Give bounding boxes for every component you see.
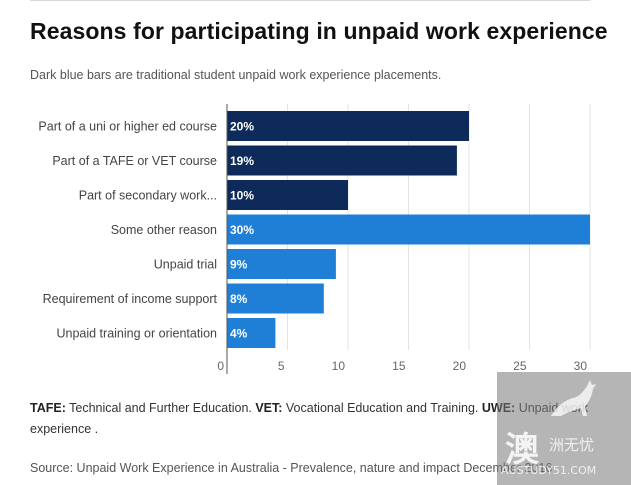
bar-value-label: 10%	[230, 189, 254, 203]
x-tick-label: 10	[332, 359, 346, 373]
vet-definition: Vocational Education and Training.	[282, 401, 482, 415]
watermark-text: 洲无忧	[549, 436, 595, 454]
bar-chart: 20% 19% 10% 30% 9% 8% 4% Part of a uni or high…	[38, 104, 591, 374]
watermark-url: AUSTUDY51.COM	[501, 464, 597, 477]
category-labels: Part of a uni or higher ed course Part of…	[38, 120, 217, 341]
chart-subtitle: Dark blue bars are traditional student u…	[30, 68, 442, 82]
bar	[227, 283, 324, 314]
chart-title: Reasons for participating in unpaid work…	[30, 18, 608, 44]
bar	[227, 145, 457, 176]
bar	[227, 111, 469, 141]
tafe-definition: Technical and Further Education.	[65, 401, 256, 415]
bars: 20% 19% 10% 30% 9% 8% 4%	[227, 111, 590, 348]
category-label: Requirement of income support	[43, 292, 218, 306]
bar-value-label: 30%	[230, 223, 254, 237]
bar-value-label: 9%	[230, 258, 248, 272]
x-axis: 0 5 10 15 20 25 30	[217, 104, 587, 374]
vet-abbr: VET:	[255, 401, 283, 415]
x-tick-label: 30	[574, 359, 588, 373]
bar-value-label: 19%	[230, 154, 254, 168]
bar-value-label: 8%	[230, 292, 248, 306]
category-label: Unpaid training or orientation	[56, 327, 217, 341]
bar	[227, 249, 336, 279]
x-tick-label: 15	[392, 359, 406, 373]
top-divider	[30, 0, 590, 1]
bar-value-label: 20%	[230, 120, 254, 134]
x-tick-label: 0	[217, 359, 224, 373]
watermark-glyph: 澳	[505, 430, 539, 470]
category-label: Part of a uni or higher ed course	[38, 120, 217, 134]
kangaroo-logo	[551, 380, 596, 416]
tafe-abbr: TAFE:	[30, 401, 66, 415]
x-tick-label: 5	[278, 359, 285, 373]
category-label: Unpaid trial	[154, 258, 217, 272]
bar	[227, 318, 276, 348]
source-note: Source: Unpaid Work Experience in Austra…	[30, 461, 553, 475]
category-label: Part of secondary work...	[79, 189, 217, 203]
bar-value-label: 4%	[230, 327, 248, 341]
category-label: Some other reason	[111, 223, 217, 237]
bar	[227, 180, 348, 210]
category-label: Part of a TAFE or VET course	[52, 154, 217, 168]
bar	[227, 214, 590, 245]
x-tick-label: 20	[453, 359, 467, 373]
x-tick-label: 25	[513, 359, 527, 373]
site-watermark: 澳 洲无忧 AUSTUDY51.COM	[497, 372, 631, 485]
